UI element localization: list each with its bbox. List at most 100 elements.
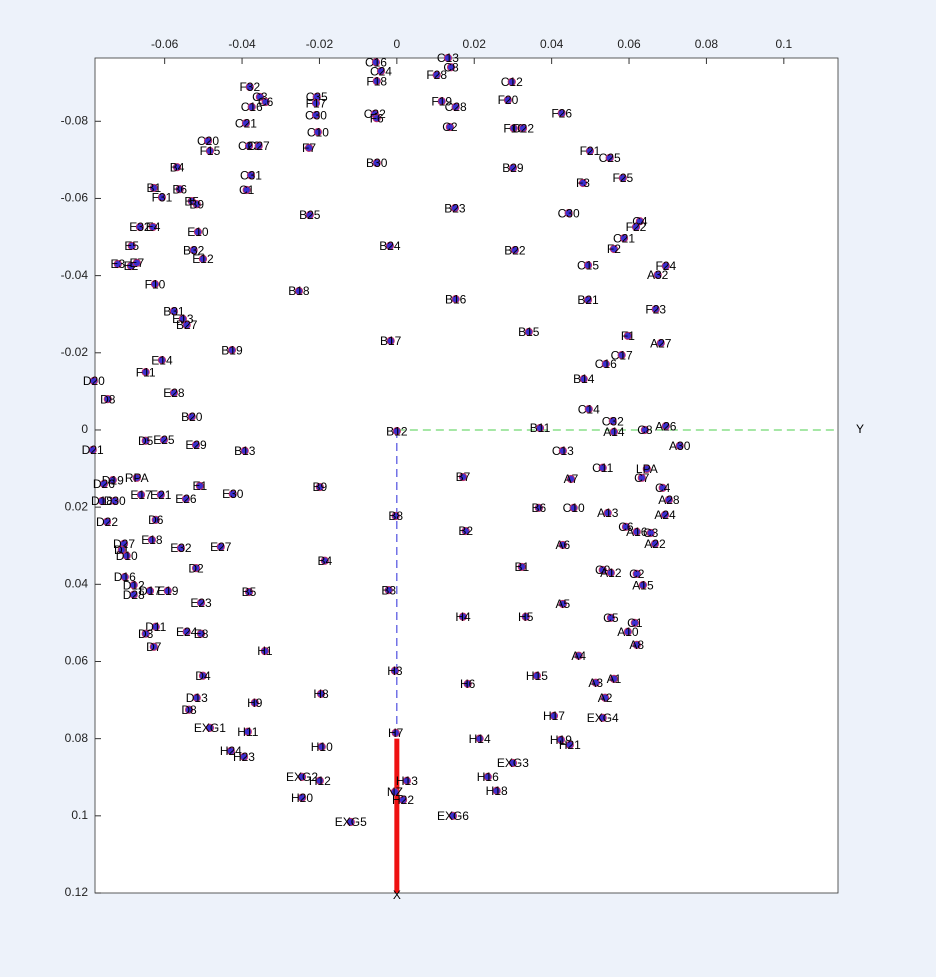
point (136, 490, 146, 499)
point-label: A1 (607, 672, 622, 686)
point (132, 473, 141, 482)
point-label: F10 (145, 277, 166, 291)
point (117, 545, 126, 555)
point-label: H14 (469, 732, 491, 746)
point-label: LPA (636, 462, 658, 476)
point-label: B5 (242, 585, 257, 599)
y-tick-label: -0.02 (61, 345, 89, 359)
point (558, 540, 567, 550)
point (521, 612, 530, 621)
x-tick-label: 0 (394, 37, 401, 51)
point-label: B31 (163, 304, 185, 318)
point-label: E27 (210, 540, 232, 554)
point-label: F15 (200, 144, 221, 158)
point-label: C30 (305, 108, 327, 122)
point (564, 209, 573, 218)
point-label: H8 (313, 687, 329, 701)
point (556, 735, 566, 744)
point-label: B9 (312, 480, 327, 494)
y-tick-label: -0.04 (61, 268, 89, 282)
point (113, 259, 122, 269)
point-label: C6 (258, 95, 274, 109)
point (193, 227, 203, 237)
y-tick-label: 0.02 (65, 499, 89, 513)
point-label: B6 (172, 182, 187, 196)
point (149, 183, 158, 193)
point-label: H13 (396, 774, 418, 788)
point (228, 489, 237, 499)
point-label: C8 (443, 60, 459, 74)
point-label: A3 (588, 676, 603, 690)
point-label: F22 (626, 220, 647, 234)
point-label: H22 (392, 793, 414, 807)
point (609, 427, 619, 436)
point-label: E10 (187, 225, 209, 239)
point (129, 580, 138, 590)
point (483, 772, 492, 781)
point (524, 327, 533, 337)
point-label: F21 (580, 144, 601, 158)
point-label: E7 (129, 256, 144, 270)
point-label: D18 (91, 494, 113, 508)
point (390, 666, 400, 675)
point (196, 598, 206, 607)
point-label: C7 (634, 471, 650, 485)
point-label: B17 (380, 334, 402, 348)
point (297, 772, 307, 781)
point (632, 569, 641, 578)
point (579, 374, 588, 384)
point-label: A22 (644, 537, 666, 551)
point (646, 528, 655, 538)
point (316, 689, 326, 698)
point-label: C4 (655, 481, 671, 495)
y-tick-label: 0.12 (65, 885, 89, 899)
point (195, 481, 204, 491)
point-label: EXG3 (497, 756, 529, 770)
point (443, 53, 453, 63)
point (386, 336, 395, 345)
point-label: F3 (576, 176, 590, 190)
point-label: C10 (307, 125, 329, 139)
point (601, 359, 610, 369)
point-label: NZ (387, 785, 403, 799)
point-label: E19 (157, 584, 179, 598)
point-label: F19 (431, 94, 452, 108)
point (535, 423, 545, 433)
point-label: C24 (370, 64, 392, 78)
point (463, 679, 472, 688)
point-label: E4 (146, 220, 161, 234)
point (461, 526, 470, 536)
point (391, 511, 400, 521)
point-label: D12 (123, 578, 145, 592)
point-label: A6 (556, 538, 571, 552)
point (458, 612, 468, 621)
y-tick-label: 0.08 (65, 731, 89, 745)
point-label: B14 (573, 372, 595, 386)
point (598, 565, 607, 575)
point-label: EXG4 (587, 711, 619, 725)
point-label: B6 (532, 501, 547, 515)
point (247, 102, 256, 112)
point-label: A5 (556, 597, 571, 611)
point-label: C2 (629, 567, 645, 581)
point (191, 564, 201, 573)
point-label: D8 (100, 392, 116, 406)
point (598, 463, 607, 472)
point-label: B16 (445, 292, 467, 306)
point-label: B30 (366, 156, 388, 170)
point-label: C27 (248, 139, 270, 153)
point (315, 776, 324, 785)
point (558, 446, 567, 455)
point-label: E23 (190, 596, 212, 610)
point (632, 640, 641, 649)
point-label: D2 (188, 561, 204, 575)
point-label: F1 (621, 329, 635, 343)
point (110, 496, 119, 506)
point-label: C11 (592, 461, 613, 475)
point (203, 136, 213, 146)
point-label: B11 (530, 421, 551, 435)
point-label: B32 (183, 243, 205, 257)
point (450, 203, 459, 213)
point-label: B13 (234, 444, 256, 458)
point-label: H5 (518, 610, 534, 624)
